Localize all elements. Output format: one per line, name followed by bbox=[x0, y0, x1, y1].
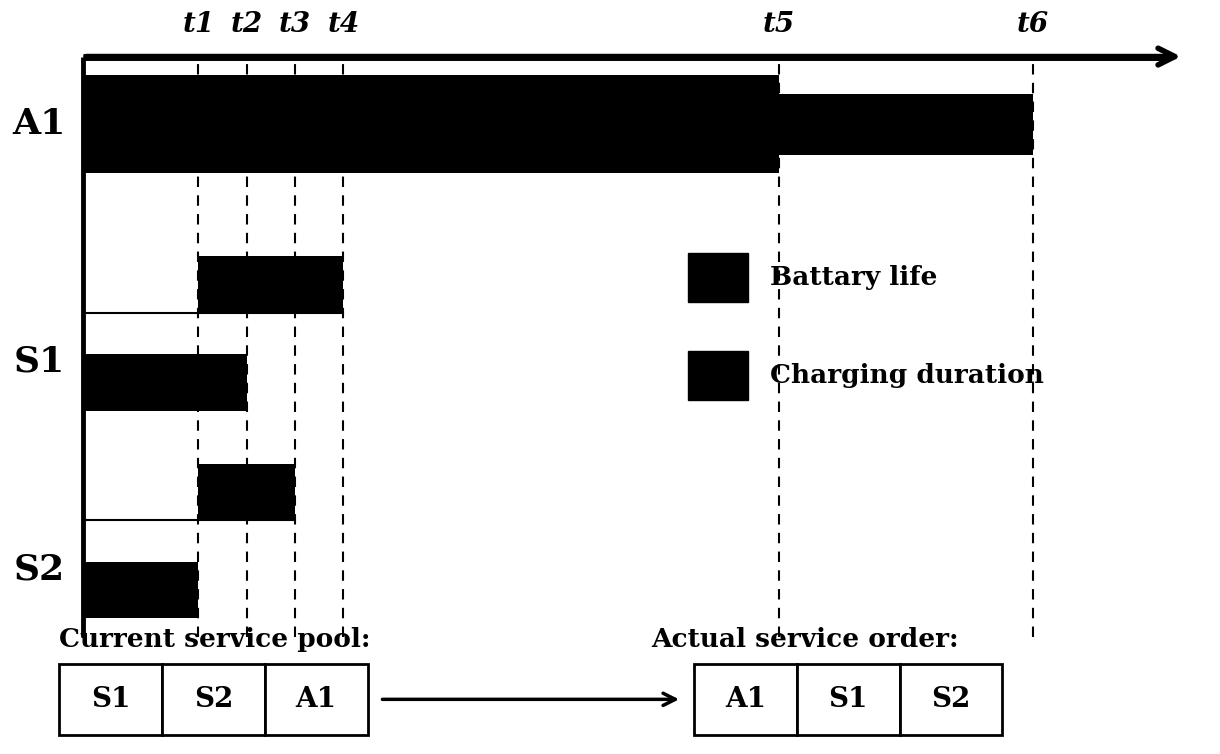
Text: Current service pool:: Current service pool: bbox=[60, 627, 371, 652]
Text: S1: S1 bbox=[828, 686, 867, 713]
Text: S2: S2 bbox=[194, 686, 233, 713]
Bar bbox=[899, 664, 1003, 735]
Bar bbox=[83, 562, 198, 618]
Text: t5: t5 bbox=[762, 11, 794, 38]
Bar bbox=[83, 75, 778, 173]
Text: A1: A1 bbox=[12, 107, 65, 142]
Text: t1: t1 bbox=[182, 11, 215, 38]
Bar bbox=[694, 664, 797, 735]
Bar bbox=[688, 253, 748, 302]
Text: t6: t6 bbox=[1016, 11, 1049, 38]
Text: t3: t3 bbox=[279, 11, 311, 38]
Text: A1: A1 bbox=[725, 686, 766, 713]
Text: S2: S2 bbox=[15, 552, 65, 587]
Text: Actual service order:: Actual service order: bbox=[651, 627, 959, 652]
Bar bbox=[778, 94, 1032, 155]
Text: S2: S2 bbox=[931, 686, 971, 713]
Bar bbox=[60, 664, 162, 735]
Text: S1: S1 bbox=[92, 686, 131, 713]
Text: Battary life: Battary life bbox=[770, 265, 937, 290]
Text: A1: A1 bbox=[295, 686, 337, 713]
Bar bbox=[198, 464, 295, 520]
Bar bbox=[797, 664, 899, 735]
Text: t4: t4 bbox=[327, 11, 360, 38]
Text: S1: S1 bbox=[13, 345, 65, 379]
Bar bbox=[83, 354, 246, 411]
Text: t2: t2 bbox=[231, 11, 262, 38]
Bar bbox=[162, 664, 265, 735]
Bar bbox=[265, 664, 367, 735]
Text: Charging duration: Charging duration bbox=[770, 363, 1044, 388]
Bar bbox=[198, 256, 343, 313]
Bar bbox=[688, 351, 748, 400]
